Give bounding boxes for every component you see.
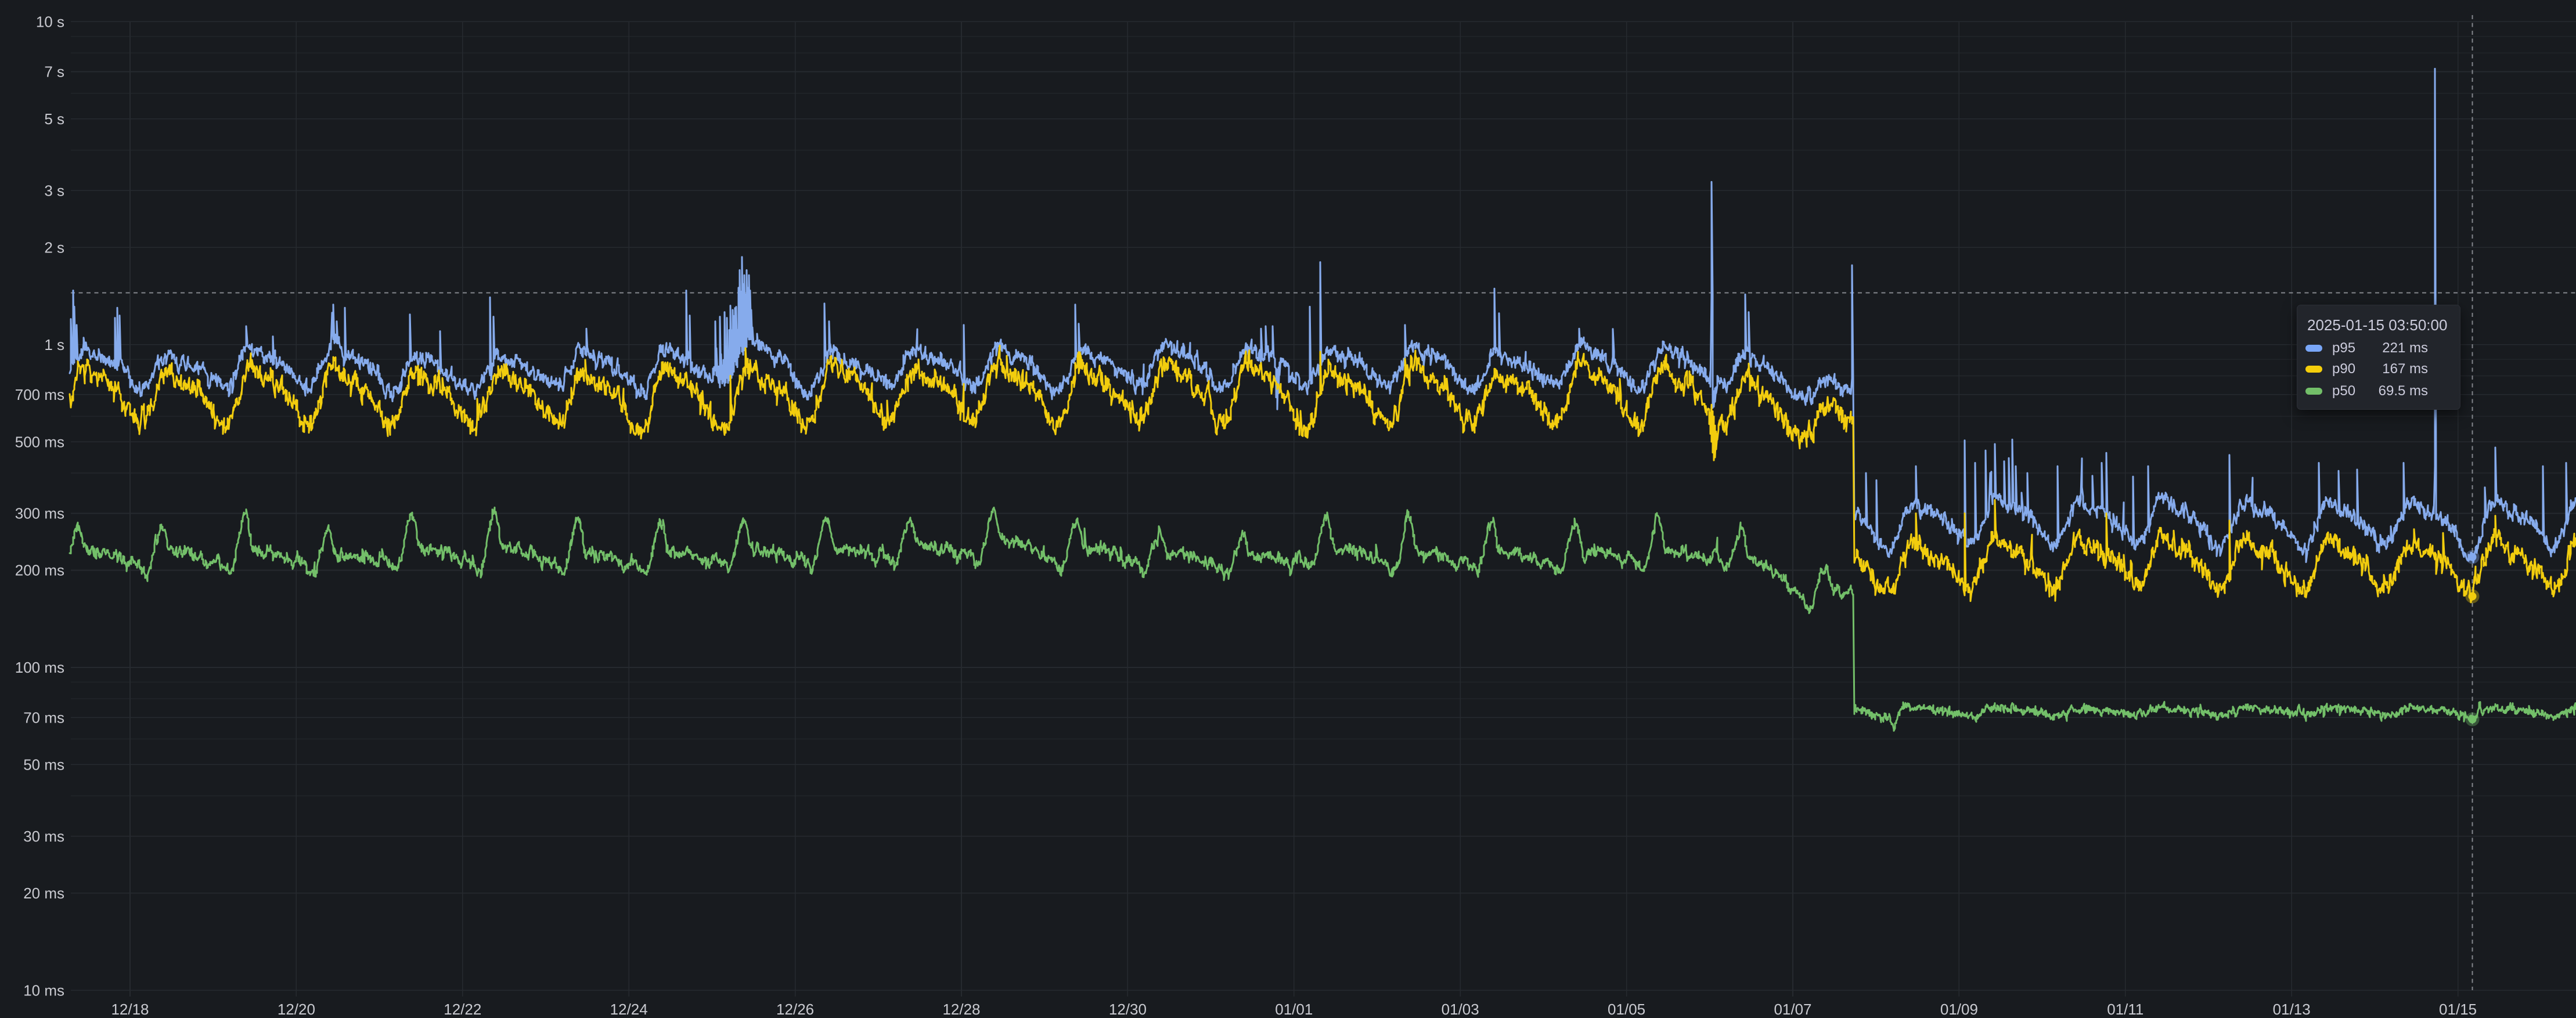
- svg-text:01/03: 01/03: [1442, 1001, 1479, 1018]
- svg-text:70 ms: 70 ms: [23, 709, 64, 726]
- svg-text:10 s: 10 s: [36, 13, 64, 31]
- svg-text:100 ms: 100 ms: [15, 659, 64, 676]
- svg-text:01/15: 01/15: [2439, 1001, 2477, 1018]
- svg-text:01/09: 01/09: [1940, 1001, 1978, 1018]
- svg-text:3 s: 3 s: [44, 182, 64, 199]
- svg-text:01/11: 01/11: [2107, 1001, 2143, 1018]
- svg-text:12/20: 12/20: [278, 1001, 315, 1018]
- svg-text:20 ms: 20 ms: [23, 885, 64, 902]
- svg-text:12/24: 12/24: [610, 1001, 648, 1018]
- svg-text:50 ms: 50 ms: [23, 756, 64, 774]
- svg-text:12/26: 12/26: [776, 1001, 814, 1018]
- svg-text:30 ms: 30 ms: [23, 828, 64, 845]
- svg-text:12/30: 12/30: [1109, 1001, 1147, 1018]
- svg-text:01/07: 01/07: [1774, 1001, 1811, 1018]
- svg-text:01/01: 01/01: [1275, 1001, 1313, 1018]
- svg-text:200 ms: 200 ms: [15, 562, 64, 579]
- svg-text:1 s: 1 s: [44, 336, 64, 353]
- svg-text:7 s: 7 s: [44, 63, 64, 81]
- svg-text:2 s: 2 s: [44, 239, 64, 256]
- svg-text:10 ms: 10 ms: [23, 982, 64, 999]
- svg-text:12/22: 12/22: [444, 1001, 481, 1018]
- svg-text:300 ms: 300 ms: [15, 505, 64, 522]
- svg-text:12/18: 12/18: [111, 1001, 149, 1018]
- svg-text:700 ms: 700 ms: [15, 386, 64, 403]
- svg-text:01/13: 01/13: [2273, 1001, 2311, 1018]
- svg-text:12/28: 12/28: [942, 1001, 980, 1018]
- svg-text:5 s: 5 s: [44, 110, 64, 128]
- svg-text:01/05: 01/05: [1608, 1001, 1645, 1018]
- svg-text:500 ms: 500 ms: [15, 433, 64, 450]
